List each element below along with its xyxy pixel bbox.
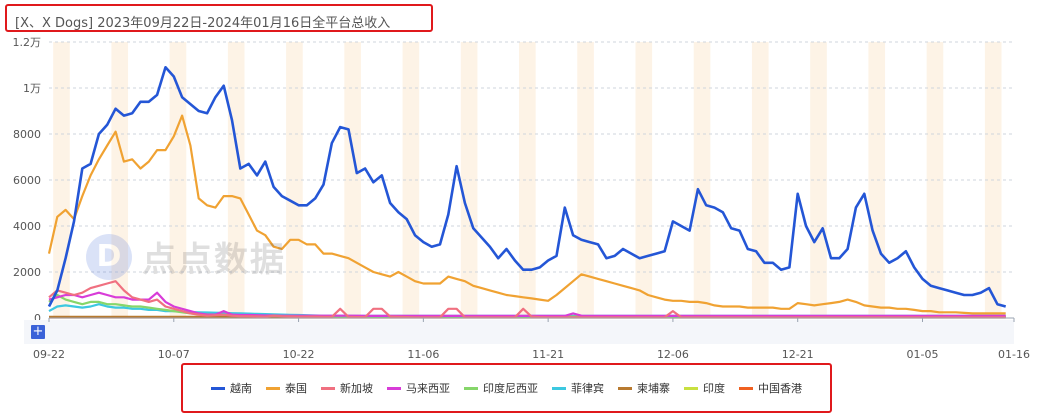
legend-swatch	[552, 386, 566, 390]
legend-swatch	[211, 386, 225, 390]
series-line-新加坡	[48, 280, 1006, 319]
x-axis	[24, 317, 1014, 344]
x-axis-ticks: 09-22 10-07 10-22 11-06 11-21 12-06 12-21 01-05…	[33, 318, 1030, 360]
legend-label: 新加坡	[340, 382, 373, 395]
legend-swatch	[684, 386, 698, 390]
weekend-band	[751, 42, 769, 318]
y-tick-label: 6000	[13, 174, 41, 187]
y-tick-label: 8000	[13, 128, 41, 141]
legend-swatch	[266, 386, 280, 390]
weekend-band	[519, 42, 536, 318]
legend-item[interactable]: 印度尼西亚	[464, 380, 538, 396]
legend-swatch	[618, 386, 632, 390]
legend-item[interactable]: 印度	[684, 380, 725, 396]
legend-label: 菲律宾	[571, 382, 604, 395]
x-tick-label: 12-06	[657, 348, 689, 360]
x-tick-label: 01-05	[907, 348, 939, 360]
series-line-泰国	[47, 114, 1006, 315]
legend-swatch	[387, 386, 401, 390]
weekend-band	[693, 42, 711, 318]
y-tick-label: 1.2万	[13, 36, 42, 49]
x-tick-label: 09-22	[33, 348, 65, 360]
x-tick-label: 11-06	[407, 348, 439, 360]
legend-swatch	[739, 386, 753, 390]
y-tick-label: 2000	[13, 266, 41, 279]
x-tick-label: 01-16	[998, 348, 1030, 360]
revenue-line-chart: 0 2000 4000 6000 8000 1万 1.2万 09-22 10-07 10-22 1…	[13, 36, 1030, 360]
legend-item[interactable]: 泰国	[266, 380, 307, 396]
legend-swatch	[321, 386, 335, 390]
legend-item[interactable]: 马来西亚	[387, 380, 450, 396]
y-tick-label: 4000	[13, 220, 41, 233]
legend-item[interactable]: 柬埔寨	[618, 380, 670, 396]
y-axis-ticks: 0 2000 4000 6000 8000 1万 1.2万	[13, 36, 42, 325]
legend-swatch	[464, 386, 478, 390]
legend-item[interactable]: 越南	[211, 380, 252, 396]
weekend-band	[111, 42, 129, 318]
legend-item[interactable]: 新加坡	[321, 380, 373, 396]
y-tick-label: 1万	[23, 82, 41, 95]
legend-item[interactable]: 菲律宾	[552, 380, 604, 396]
weekend-band	[868, 42, 886, 318]
legend-label: 中国香港	[758, 382, 802, 395]
x-axis-scrollbar	[24, 320, 1014, 344]
x-tick-label: 10-22	[283, 348, 315, 360]
x-tick-label: 12-21	[782, 348, 814, 360]
title-box: [X、X Dogs] 2023年09月22日-2024年01月16日全平台总收入	[5, 4, 433, 32]
legend-label: 越南	[230, 382, 252, 395]
legend-item[interactable]: 中国香港	[739, 380, 802, 396]
legend-label: 泰国	[285, 382, 307, 395]
x-tick-label: 10-07	[158, 348, 190, 360]
legend-label: 印度尼西亚	[483, 382, 538, 395]
weekend-band	[286, 42, 303, 318]
legend-label: 马来西亚	[406, 382, 450, 395]
zoom-plus-button[interactable]: +	[31, 324, 45, 339]
weekend-band	[926, 42, 944, 318]
legend-label: 印度	[703, 382, 725, 395]
series-line-越南	[47, 66, 1007, 308]
weekend-band	[344, 42, 361, 318]
y-tick-label: 0	[34, 312, 41, 325]
legend-box: 越南 泰国 新加坡 马来西亚 印度尼西亚 菲律宾 柬埔寨 印度 中国香港	[181, 363, 832, 413]
legend: 越南 泰国 新加坡 马来西亚 印度尼西亚 菲律宾 柬埔寨 印度 中国香港	[183, 365, 830, 411]
x-tick-label: 11-21	[532, 348, 564, 360]
chart-title: [X、X Dogs] 2023年09月22日-2024年01月16日全平台总收入	[15, 16, 391, 31]
legend-label: 柬埔寨	[637, 382, 670, 395]
